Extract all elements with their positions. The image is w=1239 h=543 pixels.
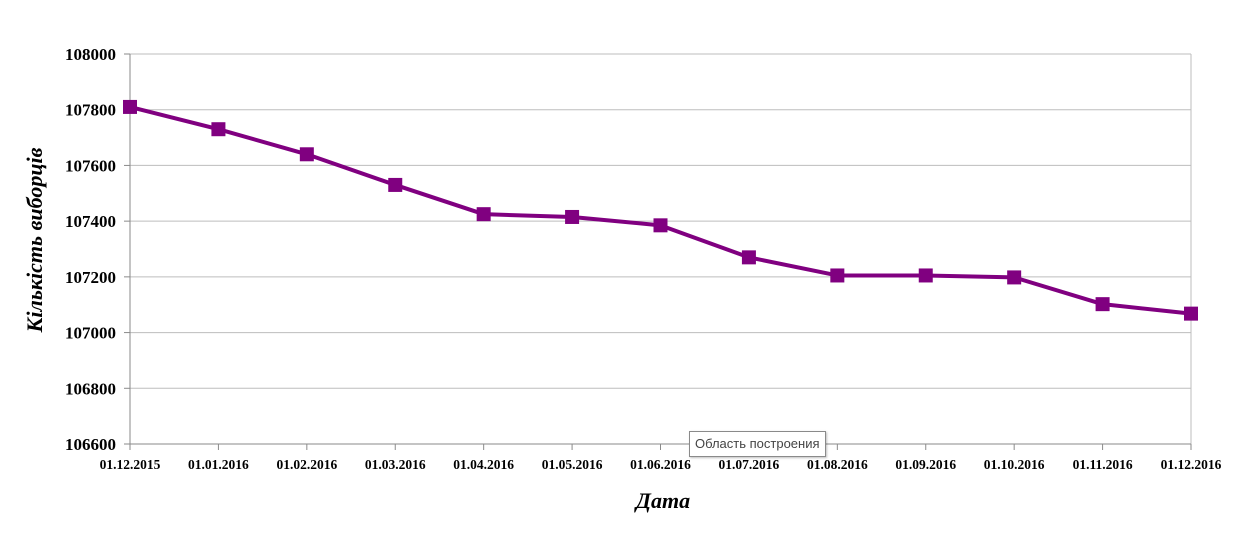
data-point-marker: [741, 250, 756, 265]
y-tick-label: 107000: [65, 324, 116, 343]
x-tick-label: 01.07.2016: [719, 457, 780, 472]
y-axis-title: Кількість виборців: [22, 147, 47, 333]
data-point-marker: [653, 218, 668, 233]
y-tick-label: 107600: [65, 156, 116, 175]
data-point-marker: [1007, 270, 1022, 285]
plot-area-tooltip: Область построения: [689, 431, 826, 457]
gridlines: [130, 53, 1191, 445]
x-tick-label: 01.12.2015: [100, 457, 161, 472]
y-tick-labels: 106600 106800 107000 107200 107400 107600 1078…: [65, 45, 116, 454]
x-tick-label: 01.04.2016: [453, 457, 514, 472]
x-tick-label: 01.05.2016: [542, 457, 603, 472]
y-tick-label: 106800: [65, 379, 116, 398]
data-point-marker: [299, 147, 314, 162]
data-point-marker: [211, 122, 226, 137]
data-point-marker: [123, 99, 137, 114]
x-tick-label: 01.11.2016: [1073, 457, 1133, 472]
x-axis-title: Дата: [634, 488, 690, 513]
x-tick-label: 01.01.2016: [188, 457, 249, 472]
y-tick-label: 107200: [65, 268, 116, 287]
data-series: [123, 99, 1198, 321]
x-tick-labels: 01.12.2015 01.01.2016 01.02.2016 01.03.2016…: [100, 457, 1222, 472]
data-point-marker: [388, 177, 403, 192]
y-tick-label: 107800: [65, 101, 116, 120]
x-tick-label: 01.10.2016: [984, 457, 1045, 472]
x-tick-label: 01.09.2016: [895, 457, 956, 472]
y-tick-label: 108000: [65, 45, 116, 64]
data-point-marker: [830, 268, 845, 283]
x-tick-label: 01.06.2016: [630, 457, 691, 472]
x-tick-label: 01.02.2016: [276, 457, 337, 472]
x-tick-label: 01.08.2016: [807, 457, 868, 472]
data-point-marker: [565, 209, 580, 224]
data-point-marker: [476, 207, 491, 222]
data-point-marker: [918, 268, 933, 283]
series-line: [129, 104, 1192, 316]
x-tick-label: 01.12.2016: [1161, 457, 1222, 472]
x-tick-label: 01.03.2016: [365, 457, 426, 472]
y-tick-label: 107400: [65, 212, 116, 231]
data-point-marker: [1184, 306, 1198, 321]
data-point-marker: [1095, 297, 1110, 312]
axes: [124, 53, 1192, 450]
y-tick-label: 106600: [65, 435, 116, 454]
